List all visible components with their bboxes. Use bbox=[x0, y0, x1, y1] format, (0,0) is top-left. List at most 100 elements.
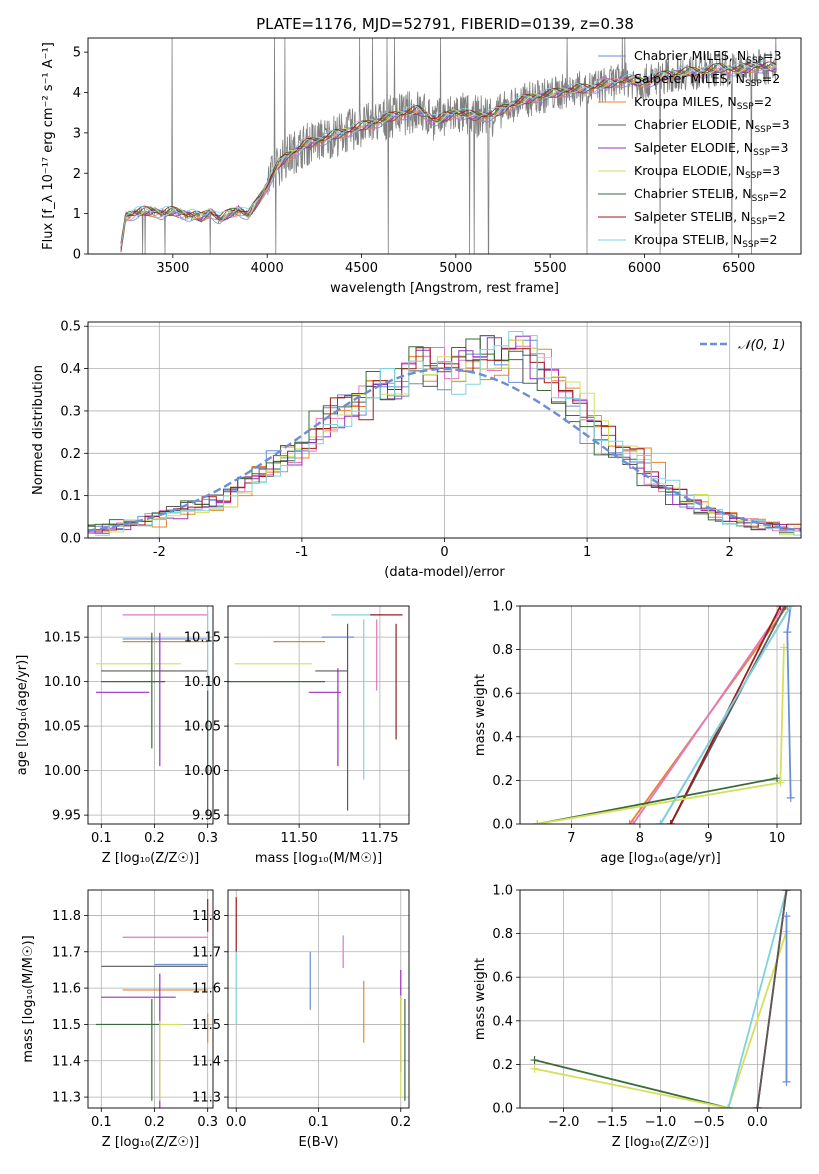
x-tick-label: 0.2 bbox=[144, 831, 165, 846]
spectrum-model-line bbox=[120, 61, 777, 244]
y-tick-label: 9.95 bbox=[52, 809, 81, 824]
legend-label: Chabrier ELODIE, NSSP=3 bbox=[634, 117, 790, 135]
y-tick-label: 11.6 bbox=[192, 982, 221, 997]
x-tick-label: 0.1 bbox=[91, 831, 112, 846]
x-axis-label: Z [log₁₀(Z/Z☉)] bbox=[102, 851, 199, 866]
x-tick-label: −2.0 bbox=[548, 1115, 580, 1130]
x-tick-label: −0.5 bbox=[693, 1115, 725, 1130]
spectrum-model-line bbox=[120, 62, 777, 249]
weight-line bbox=[659, 606, 792, 824]
axes-frame bbox=[87, 889, 214, 1109]
x-axis-label: age [log₁₀(age/yr)] bbox=[600, 851, 721, 866]
y-tick-label: 1 bbox=[73, 207, 81, 222]
weight-marker bbox=[656, 820, 665, 824]
weight-marker bbox=[779, 643, 788, 652]
y-tick-label: 11.5 bbox=[192, 1018, 221, 1033]
y-tick-label: 11.4 bbox=[192, 1054, 221, 1069]
plot-area bbox=[120, 38, 777, 254]
spectrum-model-line bbox=[120, 66, 777, 250]
y-tick-label: 10.10 bbox=[44, 675, 81, 690]
plot-area bbox=[95, 610, 209, 816]
x-tick-label: 2 bbox=[726, 545, 734, 560]
y-tick-label: 0.6 bbox=[492, 687, 513, 702]
plot-area bbox=[228, 614, 403, 811]
y-tick-label: 0.0 bbox=[492, 818, 513, 833]
x-axis-label: E(B-V) bbox=[298, 1135, 338, 1150]
y-tick-label: 11.3 bbox=[52, 1091, 81, 1106]
x-tick-label: 4000 bbox=[251, 261, 284, 276]
y-axis-label: Normed distribution bbox=[31, 365, 46, 495]
y-tick-label: 0.4 bbox=[492, 1014, 513, 1029]
spectrum-model-line bbox=[120, 63, 777, 252]
x-tick-label: 0.2 bbox=[390, 1115, 411, 1130]
axes-frame bbox=[87, 605, 214, 825]
chart-weight-vs-age: 7 8 9 10 0.0 0.2 0.4 0.6 0.8 1.0 age [log₁₀(age/yr… bbox=[473, 600, 802, 866]
weight-marker bbox=[782, 890, 791, 894]
y-tick-label: 0.6 bbox=[492, 971, 513, 986]
y-tick-label: 0.8 bbox=[492, 643, 513, 658]
x-tick-label: 8 bbox=[636, 831, 644, 846]
weight-marker bbox=[786, 606, 795, 610]
chart-residuals: -2 -1 0 1 2 0.0 0.1 0.2 0.3 0.4 0.5 (data-model)/er… bbox=[31, 320, 802, 580]
x-tick-label: 11.75 bbox=[361, 831, 398, 846]
y-tick-label: 0.2 bbox=[492, 1058, 513, 1073]
legend-label: Salpeter ELODIE, NSSP=3 bbox=[634, 140, 788, 158]
x-tick-label: 7 bbox=[567, 831, 575, 846]
figure-title: PLATE=1176, MJD=52791, FIBERID=0139, z=0… bbox=[256, 15, 634, 33]
y-tick-label: 0.4 bbox=[60, 362, 81, 377]
y-axis-label: Flux [f_λ 10⁻¹⁷ erg cm⁻² s⁻¹ A⁻¹] bbox=[41, 42, 56, 250]
y-tick-label: 11.6 bbox=[52, 982, 81, 997]
legend-label: Chabrier MILES, NSSP=3 bbox=[634, 48, 782, 66]
y-tick-label: 0.0 bbox=[60, 532, 81, 547]
y-tick-label: 11.7 bbox=[192, 945, 221, 960]
weight-marker bbox=[753, 1104, 762, 1108]
x-tick-label: −1.0 bbox=[645, 1115, 677, 1130]
y-tick-label: 5 bbox=[73, 46, 81, 61]
y-tick-label: 11.8 bbox=[192, 909, 221, 924]
plot-area bbox=[95, 899, 209, 1108]
x-tick-label: 0.2 bbox=[144, 1115, 165, 1130]
plot-area bbox=[533, 606, 795, 824]
y-tick-label: 10.15 bbox=[44, 631, 81, 646]
y-axis-label: age [log₁₀(age/yr)] bbox=[15, 655, 30, 776]
x-axis-label: Z [log₁₀(Z/Z☉)] bbox=[612, 1135, 709, 1150]
x-tick-label: 1 bbox=[583, 545, 591, 560]
weight-line bbox=[534, 1059, 729, 1108]
histogram-step bbox=[95, 331, 801, 536]
weight-marker bbox=[783, 628, 792, 637]
chart-age-vs-z: 0.1 0.2 0.3 9.95 10.00 10.05 10.10 10.15 Z [log₁… bbox=[15, 605, 218, 866]
chart-mass-vs-ebv: 0.0 0.1 0.2 11.3 11.4 11.5 11.6 11.7 11.8 E(B-V) bbox=[192, 889, 411, 1150]
y-tick-label: 3 bbox=[73, 126, 81, 141]
weight-marker bbox=[776, 606, 785, 610]
chart-spectrum: 3500 4000 4500 5000 5500 6000 6500 0 1 2 3 4 5 wavele… bbox=[41, 37, 802, 296]
legend-label: Kroupa ELODIE, NSSP=3 bbox=[634, 163, 780, 181]
y-tick-label: 2 bbox=[73, 167, 81, 182]
x-tick-label: 0.3 bbox=[197, 831, 218, 846]
y-tick-label: 10.05 bbox=[44, 720, 81, 735]
x-tick-label: 3500 bbox=[156, 261, 189, 276]
x-tick-label: 5500 bbox=[534, 261, 567, 276]
y-tick-label: 0.0 bbox=[492, 1102, 513, 1117]
axes-frame bbox=[519, 605, 802, 825]
weight-line bbox=[534, 931, 788, 1108]
y-tick-label: 0.8 bbox=[492, 927, 513, 942]
chart-weight-vs-z: −2.0 −1.5 −1.0 −0.5 0.0 0.0 0.2 0.4 0.6 0.8 1.0 Z [… bbox=[473, 884, 802, 1150]
weight-marker bbox=[629, 820, 638, 824]
y-tick-label: 0.2 bbox=[492, 774, 513, 789]
x-tick-label: 0 bbox=[440, 545, 448, 560]
weight-marker bbox=[530, 1056, 539, 1065]
y-tick-label: 10.10 bbox=[184, 675, 221, 690]
x-tick-label: 10 bbox=[769, 831, 786, 846]
plot-area bbox=[530, 890, 791, 1108]
axes-frame bbox=[519, 889, 802, 1109]
weight-line bbox=[756, 890, 788, 1108]
weight-line bbox=[727, 890, 788, 1108]
weight-marker bbox=[783, 606, 792, 610]
normal-curve bbox=[88, 367, 801, 532]
x-tick-label: 0.0 bbox=[226, 1115, 247, 1130]
chart-mass-vs-z: 0.1 0.2 0.3 11.3 11.4 11.5 11.6 11.7 11.8 Z [log₁… bbox=[21, 889, 218, 1150]
spectrum-model-line bbox=[120, 62, 777, 243]
weight-marker bbox=[782, 1077, 791, 1086]
x-tick-label: 0.0 bbox=[747, 1115, 768, 1130]
weight-line bbox=[632, 606, 785, 824]
